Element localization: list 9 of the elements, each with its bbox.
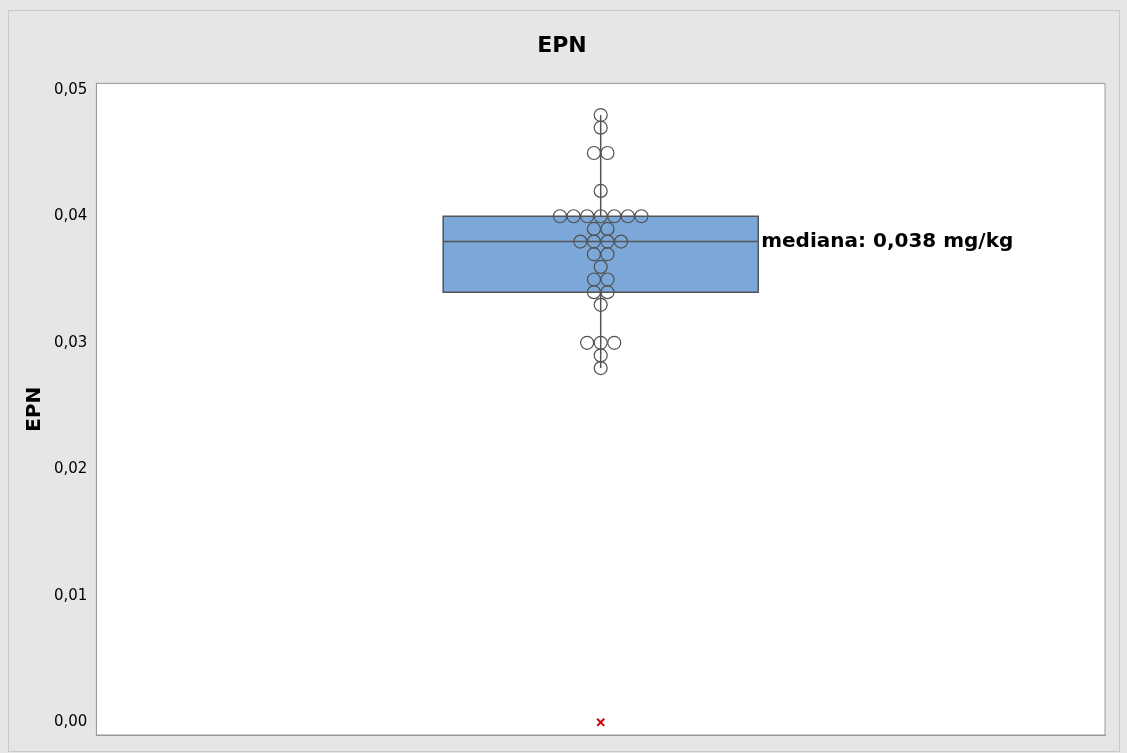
y-tick-label: 0,02	[53, 459, 88, 478]
y-tick-label: 0,03	[53, 332, 88, 351]
y-tick-label: 0,05	[53, 79, 88, 98]
y-tick-label: 0,04	[53, 206, 88, 225]
y-axis-title: EPN	[21, 386, 46, 432]
chart-title: EPN	[537, 31, 587, 57]
y-tick-label: 0,01	[53, 585, 88, 604]
y-tick-label: 0,00	[53, 712, 88, 731]
annotation: mediana: 0,038 mg/kg	[761, 227, 1014, 252]
